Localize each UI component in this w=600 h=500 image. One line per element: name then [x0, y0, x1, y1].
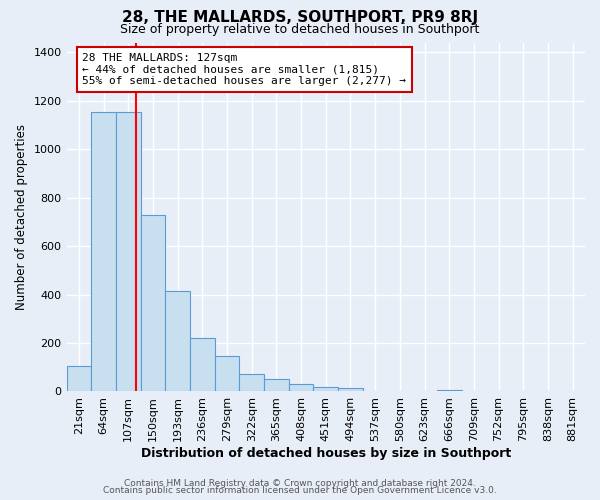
Bar [140, 214, 165, 392]
Text: Size of property relative to detached houses in Southport: Size of property relative to detached ho… [121, 22, 479, 36]
Bar [338, 388, 363, 392]
Y-axis label: Number of detached properties: Number of detached properties [15, 124, 28, 310]
Bar [215, 356, 239, 392]
Text: Contains public sector information licensed under the Open Government Licence v3: Contains public sector information licen… [103, 486, 497, 495]
Bar [313, 387, 338, 392]
Bar [67, 366, 91, 392]
Text: 28 THE MALLARDS: 127sqm
← 44% of detached houses are smaller (1,815)
55% of semi: 28 THE MALLARDS: 127sqm ← 44% of detache… [82, 53, 406, 86]
Bar [289, 384, 313, 392]
Bar [91, 112, 116, 392]
Bar [165, 291, 190, 392]
X-axis label: Distribution of detached houses by size in Southport: Distribution of detached houses by size … [140, 447, 511, 460]
Bar [190, 338, 215, 392]
Bar [116, 112, 140, 392]
Text: Contains HM Land Registry data © Crown copyright and database right 2024.: Contains HM Land Registry data © Crown c… [124, 478, 476, 488]
Bar [239, 374, 264, 392]
Text: 28, THE MALLARDS, SOUTHPORT, PR9 8RJ: 28, THE MALLARDS, SOUTHPORT, PR9 8RJ [122, 10, 478, 25]
Bar [264, 380, 289, 392]
Bar [437, 390, 461, 392]
